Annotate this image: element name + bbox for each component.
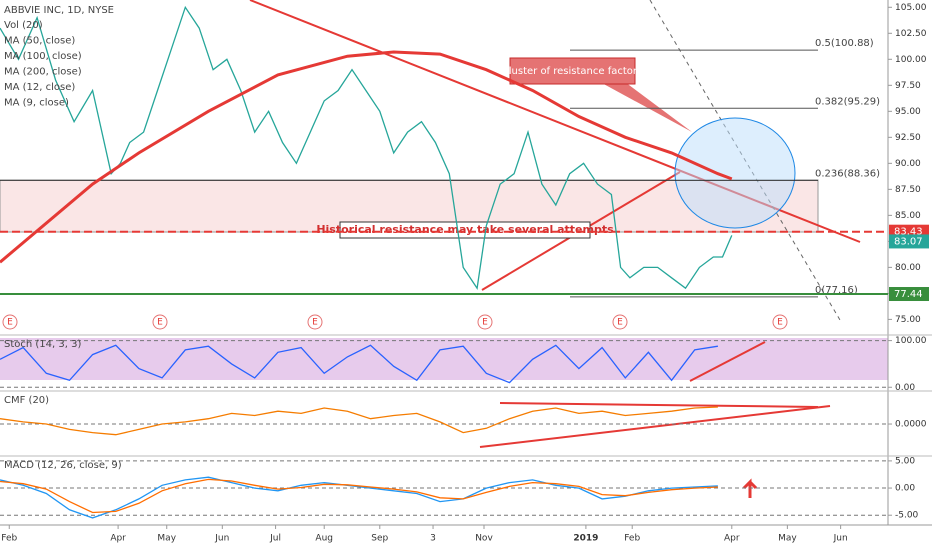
stoch-band bbox=[0, 338, 888, 380]
cluster-ellipse bbox=[674, 117, 796, 229]
pane-title: Stoch (14, 3, 3) bbox=[4, 339, 81, 350]
price-tag bbox=[889, 234, 929, 249]
earnings-label: E bbox=[617, 318, 623, 328]
price-tag-label: 83.07 bbox=[894, 236, 923, 247]
y-tick-label: -5.00 bbox=[895, 511, 919, 521]
note-text: Historical resistance may take several a… bbox=[316, 223, 614, 236]
x-tick-label: Aug bbox=[315, 534, 333, 544]
y-tick-label: 0.00 bbox=[895, 383, 915, 393]
x-tick-label: Feb bbox=[1, 534, 17, 544]
series-line bbox=[0, 406, 718, 436]
x-tick-label: May bbox=[778, 534, 797, 544]
x-tick-label: Sep bbox=[371, 534, 388, 544]
series-line bbox=[0, 5, 733, 290]
price-tag bbox=[889, 287, 929, 302]
y-tick-label: 0.0000 bbox=[895, 420, 927, 430]
earnings-icon bbox=[772, 314, 788, 330]
trendline bbox=[479, 405, 831, 448]
series-line bbox=[0, 478, 718, 514]
x-tick-label: Apr bbox=[110, 534, 126, 544]
earnings-icon bbox=[307, 314, 323, 330]
fib-label: 0(77.16) bbox=[815, 285, 858, 296]
earnings-icon bbox=[152, 314, 168, 330]
earnings-icon bbox=[2, 314, 18, 330]
legend-entry: Vol (20) bbox=[4, 20, 43, 31]
y-tick-label: 87.50 bbox=[895, 185, 921, 195]
price-tag-label: 77.44 bbox=[894, 289, 923, 300]
series-line bbox=[0, 476, 718, 519]
price-tag-label: 83.43 bbox=[894, 227, 923, 238]
note-box bbox=[339, 221, 591, 239]
y-tick-label: 5.00 bbox=[895, 456, 915, 466]
chart-title: ABBVIE INC, 1D, NYSE bbox=[4, 5, 114, 16]
earnings-icon bbox=[612, 314, 628, 330]
callout-text: Cluster of resistance factors bbox=[502, 66, 642, 77]
y-tick-label: 100.00 bbox=[895, 336, 927, 346]
legend-entry: MA (100, close) bbox=[4, 51, 82, 62]
x-tick-label: 2019 bbox=[573, 534, 598, 544]
x-tick-label: May bbox=[157, 534, 176, 544]
earnings-label: E bbox=[7, 318, 13, 328]
y-tick-label: 80.00 bbox=[895, 263, 921, 273]
legend-entry: MA (50, close) bbox=[4, 36, 75, 47]
y-tick-label: 100.00 bbox=[895, 55, 927, 65]
y-tick-label: 0.00 bbox=[895, 484, 915, 494]
fib-label: 0.382(95.29) bbox=[815, 96, 880, 107]
y-tick-label: 102.50 bbox=[895, 29, 927, 39]
up-arrow bbox=[742, 478, 758, 498]
earnings-label: E bbox=[777, 318, 783, 328]
legend-entry: MA (200, close) bbox=[4, 67, 82, 78]
y-tick-label: 95.00 bbox=[895, 107, 921, 117]
legend-entry: MA (9, close) bbox=[4, 98, 69, 109]
y-tick-label: 90.00 bbox=[895, 159, 921, 169]
y-tick-label: 85.00 bbox=[895, 211, 921, 221]
callout-box bbox=[509, 57, 636, 85]
x-tick-label: Jul bbox=[269, 534, 281, 544]
fib-label: 0.236(88.36) bbox=[815, 168, 880, 179]
series-line bbox=[0, 344, 719, 384]
series-line bbox=[0, 50, 733, 264]
x-tick-label: 3 bbox=[430, 534, 436, 544]
earnings-icon bbox=[477, 314, 493, 330]
pane-title: MACD (12, 26, close, 9) bbox=[4, 460, 122, 471]
earnings-label: E bbox=[312, 318, 318, 328]
y-tick-label: 92.50 bbox=[895, 133, 921, 143]
fib-label: 0.5(100.88) bbox=[815, 38, 874, 49]
y-tick-label: 97.50 bbox=[895, 81, 921, 91]
callout-pointer bbox=[600, 82, 692, 132]
legend-entry: MA (12, close) bbox=[4, 82, 75, 93]
x-tick-label: Apr bbox=[724, 534, 740, 544]
y-tick-label: 75.00 bbox=[895, 315, 921, 325]
x-tick-label: Jun bbox=[214, 534, 229, 544]
earnings-label: E bbox=[157, 318, 163, 328]
pane-title: CMF (20) bbox=[4, 395, 49, 406]
trendline bbox=[689, 341, 766, 382]
trendline bbox=[499, 402, 819, 408]
x-tick-label: Jun bbox=[833, 534, 848, 544]
earnings-label: E bbox=[482, 318, 488, 328]
x-tick-label: Feb bbox=[624, 534, 640, 544]
y-tick-label: 105.00 bbox=[895, 3, 927, 13]
x-tick-label: Nov bbox=[475, 534, 493, 544]
